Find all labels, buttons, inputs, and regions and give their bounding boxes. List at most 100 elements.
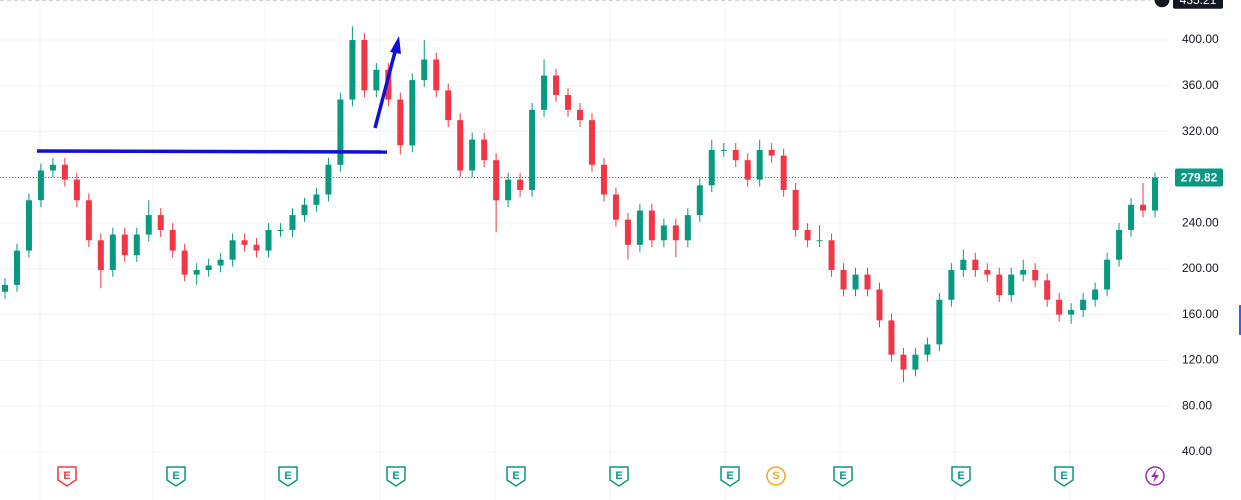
event-label: E xyxy=(615,470,622,482)
event-badge xyxy=(720,466,740,487)
y-tick-label: 360.00 xyxy=(1182,78,1219,92)
candle-body xyxy=(517,179,524,190)
candle-body xyxy=(13,250,20,285)
candle-body xyxy=(996,274,1003,296)
y-tick-label: 320.00 xyxy=(1182,124,1219,138)
candle-body xyxy=(648,210,655,241)
crosshair-label: 435.21 xyxy=(1180,0,1217,7)
candle-body xyxy=(1008,274,1015,296)
candle-body xyxy=(888,320,895,355)
candles xyxy=(2,26,1158,383)
candle-body xyxy=(1128,204,1135,230)
candle-body xyxy=(277,229,284,231)
y-tick-label: 80.00 xyxy=(1182,398,1212,412)
candle-body xyxy=(696,185,703,216)
candle-body xyxy=(217,259,224,266)
event-label: E xyxy=(63,470,70,482)
candle-body xyxy=(804,229,811,241)
horizontal-drawing xyxy=(36,149,388,154)
candle-body xyxy=(313,194,320,205)
candle-body xyxy=(457,120,464,171)
candle-body xyxy=(852,274,859,290)
candle-body xyxy=(337,99,344,165)
candle-body xyxy=(169,229,176,251)
lightning-icon xyxy=(1151,469,1159,483)
candle-body xyxy=(2,284,8,292)
lightning-event[interactable] xyxy=(1145,466,1165,486)
y-tick-label: 120.00 xyxy=(1182,353,1219,367)
grid xyxy=(0,0,1170,453)
last-price-box xyxy=(1175,168,1223,187)
candle-body xyxy=(397,99,404,146)
candle-body xyxy=(205,265,212,271)
candle-body xyxy=(912,354,919,370)
candle-body xyxy=(1104,259,1111,290)
event-marker[interactable]: E xyxy=(278,466,298,487)
event-label: E xyxy=(1060,470,1067,482)
event-marker[interactable]: E xyxy=(609,466,629,487)
candle-body xyxy=(600,164,607,195)
candle-body xyxy=(1056,299,1063,315)
candle-body xyxy=(289,215,296,230)
event-badge xyxy=(609,466,629,487)
candle-body xyxy=(157,215,164,230)
candle-body xyxy=(109,234,116,271)
y-tick-label: 160.00 xyxy=(1182,307,1219,321)
candle-body xyxy=(145,215,152,235)
candle-body xyxy=(577,109,583,121)
event-label: E xyxy=(839,470,846,482)
candle-body xyxy=(876,289,883,321)
candle-body xyxy=(241,240,248,245)
event-label: E xyxy=(957,470,964,482)
event-badge xyxy=(506,466,526,487)
candle-body xyxy=(768,149,775,156)
event-badge xyxy=(951,466,971,487)
event-marker[interactable]: E xyxy=(1054,466,1074,487)
candle-body xyxy=(133,234,140,256)
candle-body xyxy=(924,344,931,355)
event-marker[interactable]: E xyxy=(951,466,971,487)
candle-body xyxy=(1116,229,1123,260)
candle-body xyxy=(541,75,548,110)
event-marker[interactable]: E xyxy=(386,466,406,487)
candle-body xyxy=(1140,204,1147,211)
y-tick-label: 200.00 xyxy=(1182,261,1219,275)
candle-body xyxy=(1020,270,1027,275)
candle-body xyxy=(49,164,56,171)
candle-body xyxy=(864,274,871,290)
event-label: E xyxy=(512,470,519,482)
event-badge xyxy=(166,466,186,487)
event-badge xyxy=(278,466,298,487)
candle-body xyxy=(636,210,643,245)
candle-body xyxy=(505,179,512,201)
event-marker[interactable]: S xyxy=(766,466,786,486)
candle-body xyxy=(421,59,428,81)
candle-body xyxy=(121,234,128,256)
candle-body xyxy=(373,69,380,91)
last-price-label: 279.82 xyxy=(1181,171,1218,185)
event-marker[interactable]: E xyxy=(506,466,526,487)
candle-body xyxy=(1068,310,1075,315)
event-marker[interactable]: E xyxy=(720,466,740,487)
event-marker[interactable]: E xyxy=(57,466,77,487)
event-label: S xyxy=(772,470,779,482)
candle-body xyxy=(85,200,92,241)
candle-body xyxy=(553,75,560,95)
candle-body xyxy=(385,69,392,100)
vertical-grid xyxy=(39,0,1071,500)
candle-body xyxy=(960,259,967,271)
candle-body xyxy=(325,164,332,195)
event-label: E xyxy=(726,470,733,482)
candle-body xyxy=(493,160,500,201)
candle-body xyxy=(900,354,907,370)
candle-body xyxy=(624,219,631,245)
event-marker[interactable]: E xyxy=(833,466,853,487)
candle-body xyxy=(1152,177,1158,211)
candle-body xyxy=(25,200,32,251)
drawings xyxy=(36,36,401,154)
candle-body xyxy=(684,215,691,241)
candle-body xyxy=(720,149,727,151)
event-marker[interactable]: E xyxy=(166,466,186,487)
candle-body xyxy=(361,40,368,91)
